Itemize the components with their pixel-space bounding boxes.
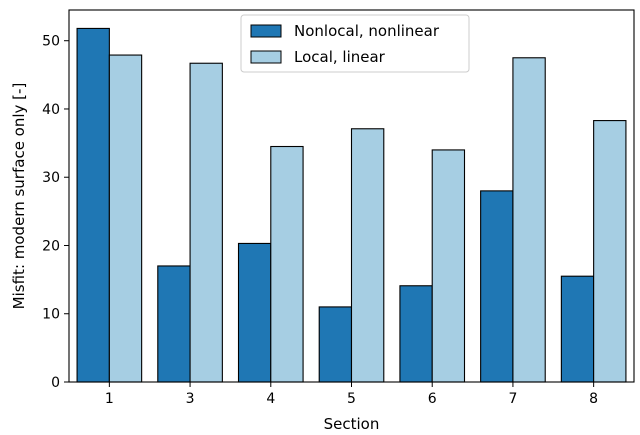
x-tick-label-3: 3	[186, 391, 195, 407]
legend-swatch-nonlocal-nonlinear	[250, 24, 282, 38]
y-tick-label-40: 40	[42, 102, 60, 118]
y-axis-ticks: 0 10 20 30 40 50	[42, 34, 69, 391]
y-tick-label-0: 0	[51, 375, 60, 391]
bar-nonlocal-nonlinear-section-5	[318, 306, 353, 383]
legend-label-nonlocal-nonlinear: Nonlocal, nonlinear	[294, 22, 440, 40]
bar-nonlocal-nonlinear-section-1	[76, 27, 110, 383]
legend: Nonlocal, nonlinear Local, linear	[240, 14, 470, 73]
bar-local-linear-section-3	[189, 62, 223, 383]
x-tick-label-4: 4	[266, 391, 275, 407]
x-axis-title: Section	[324, 415, 380, 433]
bar-local-linear-section-5	[350, 128, 385, 383]
bars-group	[76, 27, 627, 383]
y-tick-label-50: 50	[42, 34, 60, 50]
y-tick-label-20: 20	[42, 238, 60, 254]
legend-label-local-linear: Local, linear	[294, 48, 386, 66]
bar-nonlocal-nonlinear-section-7	[480, 190, 514, 383]
bar-local-linear-section-7	[512, 57, 546, 383]
legend-box	[240, 14, 470, 73]
x-tick-label-7: 7	[508, 391, 517, 407]
y-tick-label-30: 30	[42, 170, 60, 186]
y-axis-title: Misfit: modern surface only [-]	[10, 83, 28, 310]
bar-nonlocal-nonlinear-section-4	[237, 242, 272, 383]
x-tick-label-6: 6	[428, 391, 437, 407]
bar-nonlocal-nonlinear-section-6	[399, 285, 433, 383]
x-tick-label-5: 5	[347, 391, 356, 407]
x-tick-label-8: 8	[589, 391, 598, 407]
bar-local-linear-section-6	[431, 149, 466, 383]
bar-nonlocal-nonlinear-section-3	[157, 265, 191, 383]
plot-frame	[68, 9, 635, 383]
legend-swatch-local-linear	[250, 50, 282, 64]
bar-local-linear-section-1	[108, 54, 143, 383]
x-axis-ticks: 1 3 4 5 6 7 8	[105, 382, 598, 407]
bar-local-linear-section-8	[593, 120, 627, 383]
bar-nonlocal-nonlinear-section-8	[560, 275, 595, 383]
y-tick-label-10: 10	[42, 307, 60, 323]
bar-local-linear-section-4	[270, 145, 304, 383]
x-tick-label-1: 1	[105, 391, 114, 407]
